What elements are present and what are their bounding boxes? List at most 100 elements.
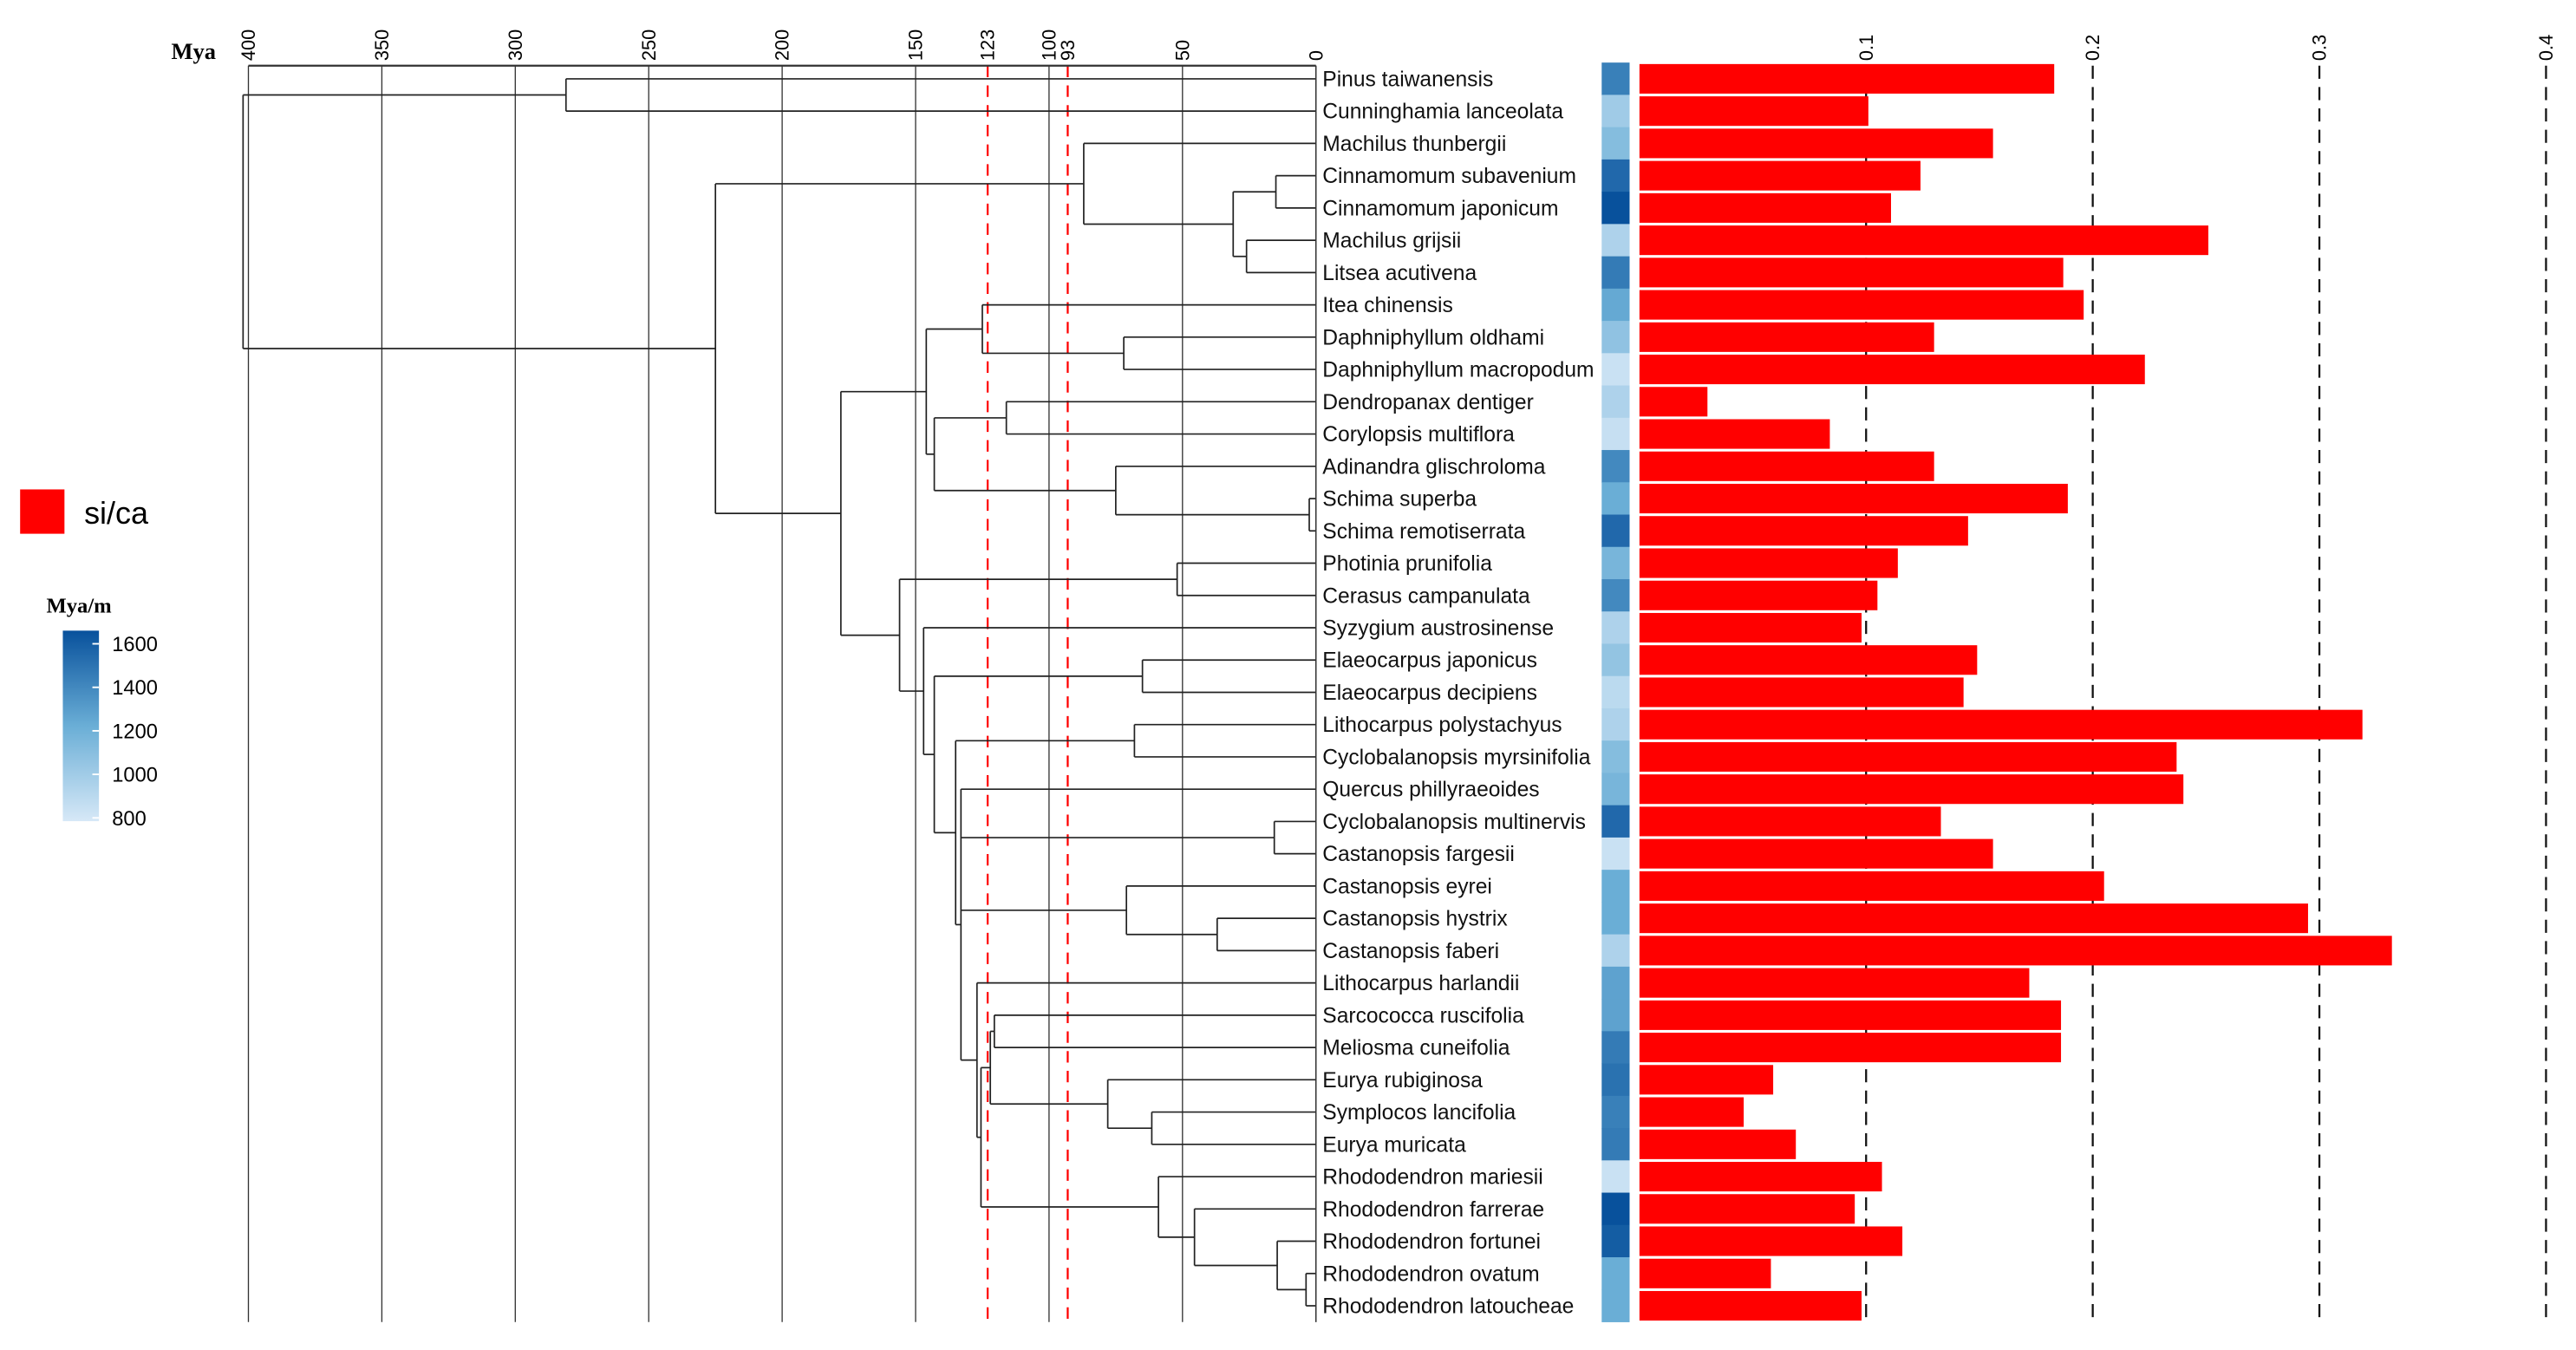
species-label: Eurya muricata (1322, 1133, 1466, 1157)
heat-cell (1601, 1224, 1630, 1258)
legend-bar-label: si/ca (84, 495, 148, 531)
species-label: Castanopsis fargesii (1322, 843, 1515, 866)
bar-tick-label: 0.3 (2309, 35, 2331, 61)
si-ca-bar (1639, 225, 2208, 256)
species-label: Cunninghamia lanceolata (1322, 101, 1563, 124)
gradient-tick-label: 800 (112, 808, 146, 831)
si-ca-bar (1639, 1000, 2062, 1030)
heat-cell (1601, 1128, 1630, 1161)
si-ca-bar (1639, 483, 2068, 514)
rate-heat-strip (1601, 62, 1630, 1322)
species-label: Castanopsis hystrix (1322, 908, 1508, 931)
heat-cell (1601, 805, 1630, 838)
time-tick-label: 350 (371, 29, 393, 61)
si-ca-bar (1639, 1194, 1855, 1224)
si-ca-bar (1639, 1226, 1903, 1256)
si-ca-bar (1639, 709, 2363, 740)
heat-cell (1601, 611, 1630, 644)
si-ca-bar (1639, 1162, 1882, 1192)
heat-cell (1601, 1289, 1630, 1322)
time-tick-label: 200 (772, 29, 793, 61)
si-ca-bar (1639, 936, 2392, 966)
si-ca-bar (1639, 355, 2145, 385)
time-tick-label: 300 (505, 29, 526, 61)
si-ca-bar (1639, 548, 1898, 578)
species-label: Sarcococca ruscifolia (1322, 1004, 1524, 1027)
species-label: Lithocarpus polystachyus (1322, 714, 1562, 737)
si-ca-bar (1639, 838, 1993, 869)
species-label: Cerasus campanulata (1322, 584, 1530, 608)
si-ca-bar (1639, 580, 1878, 610)
si-ca-bar (1639, 871, 2104, 901)
heat-cell (1601, 934, 1630, 968)
species-label: Schima remotiserrata (1322, 520, 1525, 544)
si-ca-bars (1639, 63, 2392, 1321)
species-label: Elaeocarpus japonicus (1322, 649, 1537, 673)
gradient-tick-label: 1400 (112, 677, 158, 700)
species-label: Castanopsis faberi (1322, 940, 1499, 963)
si-ca-bar (1639, 96, 1868, 127)
gradient-bar (62, 630, 100, 822)
si-ca-bar (1639, 322, 1934, 352)
time-tick-label: 150 (905, 29, 927, 61)
heat-cell (1601, 1257, 1630, 1290)
heat-cell (1601, 837, 1630, 871)
heat-cell (1601, 288, 1630, 322)
species-label: Elaeocarpus decipiens (1322, 682, 1537, 705)
time-axis-label: Mya (171, 38, 216, 64)
species-label: Dendropanax dentiger (1322, 391, 1534, 414)
species-label: Litsea acutivena (1322, 262, 1477, 285)
heat-cell (1601, 62, 1630, 95)
si-ca-bar (1639, 903, 2308, 934)
heat-cell (1601, 643, 1630, 677)
time-tick-label: 93 (1057, 40, 1079, 61)
heat-cell (1601, 482, 1630, 515)
bar-tick-label: 0.2 (2082, 35, 2103, 61)
species-labels: Pinus taiwanensis Cunninghamia lanceolata… (1314, 65, 1595, 1322)
si-ca-bar (1639, 677, 1964, 708)
heat-cell (1601, 773, 1630, 806)
si-ca-bar (1639, 290, 2084, 320)
dendrogram (242, 78, 1316, 1307)
species-label: Rhododendron farrerae (1322, 1198, 1544, 1222)
si-ca-bar (1639, 160, 1921, 191)
si-ca-bar (1639, 1258, 1771, 1288)
time-tick-label: 123 (977, 29, 999, 61)
heat-cell (1601, 417, 1630, 451)
species-label: Pinus taiwanensis (1322, 68, 1493, 91)
species-label: Daphniphyllum macropodum (1322, 359, 1594, 382)
si-ca-bar (1639, 1290, 1862, 1321)
heat-cell (1601, 902, 1630, 936)
heat-cell (1601, 256, 1630, 290)
species-label: Adinandra glischroloma (1322, 455, 1545, 479)
heat-cell (1601, 353, 1630, 387)
si-ca-bar (1639, 258, 2064, 288)
time-tick-label: 0 (1305, 50, 1327, 61)
species-label: Rhododendron latoucheae (1322, 1295, 1574, 1319)
heat-cell (1601, 999, 1630, 1032)
heat-cell (1601, 224, 1630, 258)
si-ca-bar (1639, 128, 1993, 159)
heat-cell (1601, 127, 1630, 160)
heat-cell (1601, 675, 1630, 709)
heat-cell (1601, 385, 1630, 419)
si-ca-bar (1639, 516, 1968, 546)
heat-cell (1601, 546, 1630, 580)
species-label: Machilus grijsii (1322, 230, 1461, 253)
species-label: Rhododendron ovatum (1322, 1262, 1539, 1286)
si-ca-bar (1639, 451, 1934, 481)
species-label: Cyclobalanopsis myrsinifolia (1322, 746, 1590, 769)
heat-cell (1601, 95, 1630, 128)
heat-cell (1601, 1095, 1630, 1129)
heat-cell (1601, 321, 1630, 354)
species-label: Quercus phillyraeoides (1322, 779, 1539, 802)
si-ca-bar (1639, 1097, 1745, 1127)
si-ca-bar (1639, 612, 1862, 643)
species-label: Meliosma cuneifolia (1322, 1037, 1510, 1060)
si-ca-bar (1639, 806, 1941, 837)
species-label: Syzygium austrosinense (1322, 617, 1554, 641)
heat-cell (1601, 870, 1630, 903)
species-label: Cinnamomum subavenium (1322, 165, 1576, 188)
time-tick-label: 400 (238, 29, 259, 61)
heat-cell (1601, 1031, 1630, 1065)
